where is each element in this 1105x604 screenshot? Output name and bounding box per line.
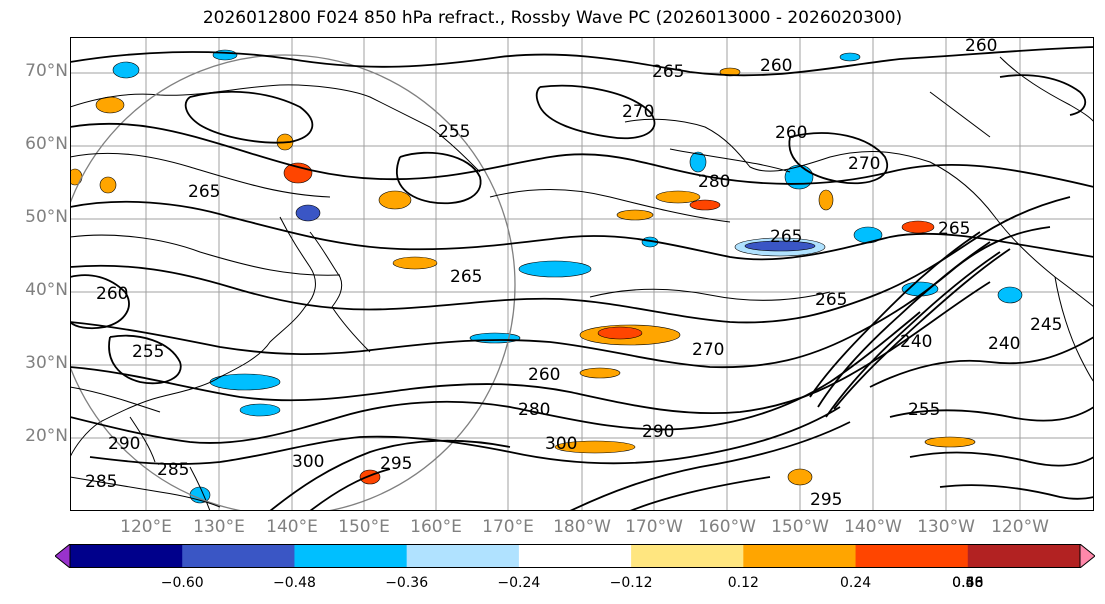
colorbar-cells [69, 544, 1081, 568]
contour-label: 300 [292, 452, 324, 472]
lat-label-70n: 70°N [25, 61, 68, 81]
contour-label: 290 [642, 422, 674, 442]
contour-label: 280 [518, 400, 550, 420]
colorbar-cell [406, 544, 520, 568]
colorbar-tick-label: −0.36 [385, 575, 429, 591]
contour-label: 265 [770, 227, 802, 247]
contour-label: 255 [132, 342, 164, 362]
highlight-circle [70, 54, 516, 511]
contour-label-layer: 260 265 270 260 265 270 280 265 265 260 … [85, 37, 1062, 510]
colorbar-tick-label: 0.36 [952, 575, 984, 591]
contour-label: 260 [528, 365, 560, 385]
contour-label: 270 [848, 154, 880, 174]
contour-label: 260 [965, 37, 997, 56]
lat-label-20n: 20°N [25, 426, 68, 446]
contour-label: 260 [96, 284, 128, 304]
colorbar-tick-label: 0.12 [727, 575, 759, 591]
coastlines [70, 56, 1094, 511]
colorbar-tick-label: −0.60 [160, 575, 204, 591]
contour-label: 260 [775, 123, 807, 143]
contour-label: 270 [622, 102, 654, 122]
colorbar-cell [70, 544, 183, 568]
contour-label: 270 [692, 340, 724, 360]
thin-contour-lines [70, 152, 831, 508]
contour-label: 285 [157, 460, 189, 480]
lat-label-60n: 60°N [25, 134, 68, 154]
contour-label: 240 [900, 332, 932, 352]
colorbar-cell [855, 544, 969, 568]
lon-label-150w: 150°W [771, 517, 829, 537]
lon-label-120w: 120°W [991, 517, 1049, 537]
colorbar-cell [294, 544, 408, 568]
contour-label: 300 [545, 434, 577, 454]
lon-label-140w: 140°W [844, 517, 902, 537]
colorbar-cell [967, 544, 1081, 568]
contour-label: 265 [938, 219, 970, 239]
contour-label: 255 [438, 122, 470, 142]
map-panel: 260 265 270 260 265 270 280 265 265 260 … [70, 37, 1094, 511]
colorbar-cell [182, 544, 295, 568]
map-title: 2026012800 F024 850 hPa refract., Rossby… [202, 8, 903, 28]
lon-label-180w: 180°W [553, 517, 611, 537]
lon-label-120e: 120°E [120, 517, 172, 537]
contour-label: 265 [652, 62, 684, 82]
contour-label: 260 [760, 56, 792, 76]
colorbar-extend-right [1079, 544, 1095, 568]
lat-label-50n: 50°N [25, 207, 68, 227]
colorbar-cell [631, 544, 744, 568]
contour-label: 245 [1030, 315, 1062, 335]
colorbar-tick-label: −0.48 [272, 575, 316, 591]
colorbar [55, 544, 1095, 568]
lon-label-140e: 140°E [266, 517, 318, 537]
lon-label-130e: 130°E [193, 517, 245, 537]
lon-label-170e: 170°E [482, 517, 534, 537]
colorbar-cell [518, 544, 632, 568]
lon-label-150e: 150°E [338, 517, 390, 537]
colorbar-tick-label: −0.12 [609, 575, 653, 591]
lat-label-40n: 40°N [25, 280, 68, 300]
contour-label: 240 [988, 334, 1020, 354]
contour-label: 290 [108, 434, 140, 454]
map-frame [70, 37, 1094, 511]
colorbar-tick-label: 0.48 [952, 575, 984, 591]
colorbar-tick-label: 0.60 [952, 575, 984, 591]
contour-label: 265 [450, 267, 482, 287]
colorbar-cell [743, 544, 857, 568]
lon-label-160w: 160°W [698, 517, 756, 537]
contour-label: 255 [908, 400, 940, 420]
contour-label: 265 [815, 290, 847, 310]
contour-label: 265 [188, 182, 220, 202]
colorbar-tick-label: −0.24 [497, 575, 541, 591]
lon-label-130w: 130°W [917, 517, 975, 537]
colorbar-tick-label: 0.24 [839, 575, 872, 591]
lat-label-30n: 30°N [25, 353, 68, 373]
contour-label: 295 [810, 490, 842, 510]
contour-label: 295 [380, 454, 412, 474]
contour-label: 285 [85, 472, 117, 492]
contour-label: 280 [698, 172, 730, 192]
lon-label-160e: 160°E [410, 517, 462, 537]
lon-label-170w: 170°W [625, 517, 683, 537]
colorbar-extend-left [55, 544, 71, 568]
contour-lines [70, 46, 1094, 511]
